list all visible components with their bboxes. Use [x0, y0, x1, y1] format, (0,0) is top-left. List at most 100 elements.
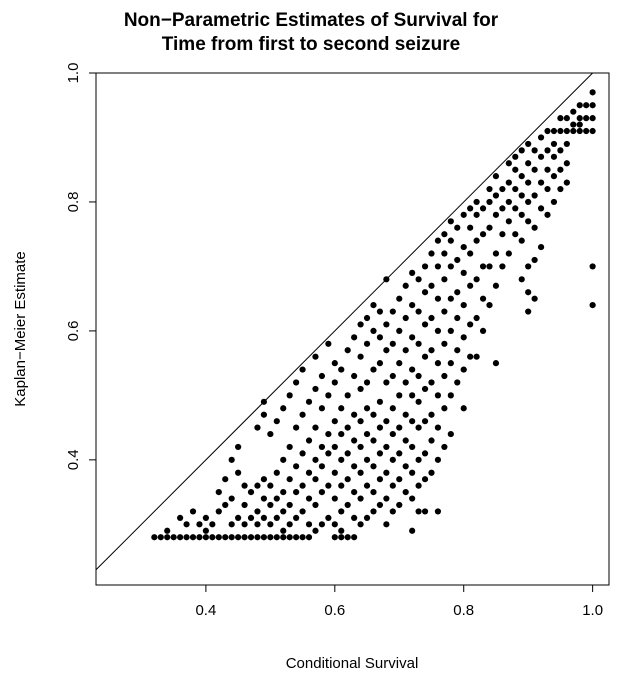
- data-point: [338, 508, 345, 515]
- data-point: [396, 295, 403, 302]
- data-point: [576, 102, 583, 109]
- data-point: [415, 372, 422, 380]
- data-point: [557, 185, 564, 193]
- data-point: [447, 237, 454, 244]
- data-point: [563, 127, 570, 135]
- data-points: [151, 89, 596, 541]
- data-point: [447, 360, 454, 367]
- data-point: [563, 160, 570, 167]
- data-point: [409, 527, 416, 534]
- data-point: [299, 366, 306, 373]
- data-point: [421, 418, 429, 425]
- data-point: [421, 450, 429, 457]
- data-point: [454, 314, 461, 322]
- data-point: [409, 269, 416, 276]
- data-point: [305, 437, 313, 444]
- data-point: [293, 424, 300, 431]
- data-point: [293, 488, 300, 496]
- data-point: [370, 488, 377, 496]
- data-point: [447, 263, 454, 270]
- data-point: [383, 276, 390, 283]
- data-point: [157, 534, 164, 541]
- data-point: [164, 527, 171, 534]
- data-point: [525, 140, 532, 148]
- data-point: [499, 263, 506, 270]
- data-point: [383, 521, 390, 528]
- data-point: [228, 521, 235, 528]
- data-point: [299, 534, 306, 541]
- data-point: [557, 147, 564, 154]
- data-point: [305, 398, 313, 405]
- data-point: [170, 534, 177, 541]
- data-point: [389, 430, 396, 438]
- data-point: [428, 347, 435, 354]
- data-point: [305, 521, 313, 528]
- data-point: [344, 534, 351, 541]
- data-point: [202, 514, 209, 521]
- data-point: [370, 508, 377, 515]
- data-point: [351, 411, 358, 418]
- data-point: [512, 205, 519, 212]
- data-point: [525, 289, 532, 296]
- data-point: [467, 224, 474, 231]
- data-point: [351, 437, 358, 444]
- data-point: [518, 173, 525, 180]
- data-point: [325, 482, 332, 489]
- data-point: [421, 476, 429, 483]
- data-point: [409, 495, 416, 502]
- data-point: [202, 527, 209, 534]
- chart-title-line-2: Time from first to second seizure: [162, 34, 460, 55]
- data-point: [434, 508, 442, 515]
- data-point: [357, 321, 364, 328]
- data-point: [434, 237, 442, 244]
- data-point: [389, 508, 396, 515]
- data-point: [525, 179, 532, 186]
- data-point: [273, 514, 280, 521]
- data-point: [454, 224, 461, 231]
- data-point: [351, 534, 358, 541]
- data-point: [338, 456, 345, 463]
- data-point: [441, 231, 448, 238]
- data-point: [357, 385, 364, 393]
- data-point: [544, 166, 551, 173]
- data-point: [512, 185, 519, 193]
- data-point: [518, 192, 525, 199]
- data-point: [396, 501, 403, 509]
- data-point: [441, 250, 448, 257]
- data-point: [151, 534, 158, 541]
- data-point: [473, 211, 480, 218]
- data-point: [299, 450, 306, 457]
- data-point: [589, 89, 596, 96]
- data-point: [209, 521, 216, 528]
- data-point: [196, 534, 203, 541]
- data-point: [389, 482, 396, 489]
- data-point: [177, 534, 184, 541]
- data-point: [467, 321, 474, 328]
- data-point: [318, 521, 326, 528]
- data-point: [389, 405, 396, 412]
- data-point: [318, 443, 326, 451]
- data-point: [396, 360, 403, 367]
- data-point: [479, 231, 487, 238]
- data-point: [421, 289, 429, 296]
- data-point: [363, 514, 371, 521]
- data-point: [325, 340, 332, 347]
- data-point: [428, 250, 435, 257]
- data-point: [331, 379, 338, 386]
- data-point: [428, 411, 435, 418]
- data-point: [312, 385, 319, 393]
- data-point: [441, 405, 448, 412]
- data-point: [241, 521, 248, 528]
- data-point: [531, 295, 538, 302]
- data-point: [254, 521, 261, 528]
- data-point: [409, 469, 416, 476]
- data-point: [428, 437, 435, 444]
- data-point: [589, 115, 596, 122]
- data-point: [325, 430, 332, 438]
- data-point: [273, 418, 280, 425]
- data-point: [505, 160, 512, 167]
- data-point: [241, 482, 248, 489]
- data-point: [338, 482, 345, 489]
- data-point: [428, 379, 435, 386]
- data-point: [267, 521, 274, 528]
